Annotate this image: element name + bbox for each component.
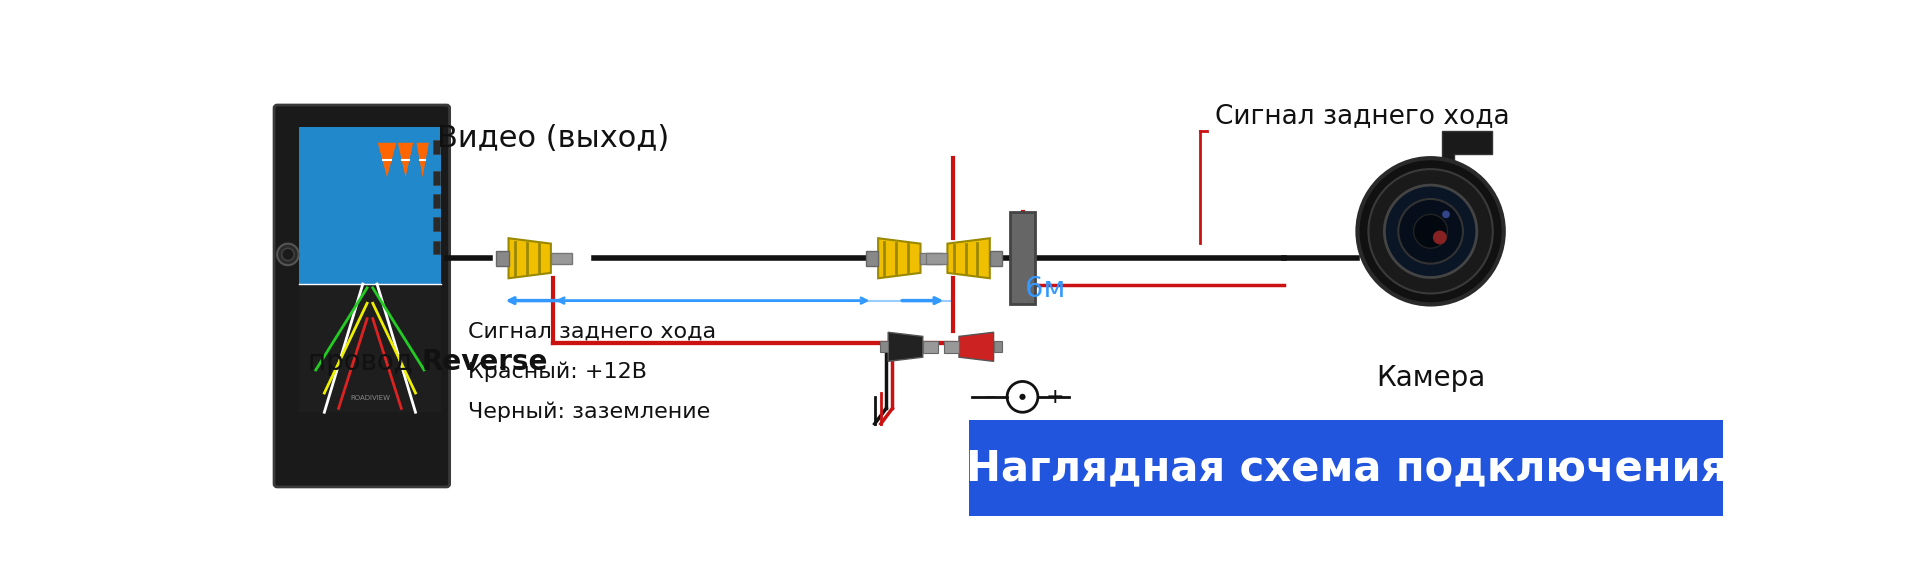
Circle shape xyxy=(1442,211,1450,218)
Text: Красный: +12В: Красный: +12В xyxy=(468,361,647,382)
Text: Сигнал заднего хода: Сигнал заднего хода xyxy=(468,321,716,342)
Bar xyxy=(991,251,1002,266)
Circle shape xyxy=(1398,199,1463,264)
Circle shape xyxy=(1369,169,1492,293)
Bar xyxy=(432,218,440,231)
Bar xyxy=(924,340,939,353)
Polygon shape xyxy=(947,238,991,278)
Polygon shape xyxy=(958,332,995,361)
Polygon shape xyxy=(417,143,428,177)
Circle shape xyxy=(1020,394,1025,400)
Bar xyxy=(495,251,509,266)
Text: 6м: 6м xyxy=(1025,275,1066,303)
Polygon shape xyxy=(397,143,413,177)
Bar xyxy=(432,241,440,255)
Bar xyxy=(866,251,877,266)
Bar xyxy=(920,253,943,264)
Bar xyxy=(432,171,440,185)
Circle shape xyxy=(276,244,300,265)
Text: Черный: заземление: Черный: заземление xyxy=(468,401,710,422)
Bar xyxy=(300,128,442,284)
Text: +: + xyxy=(1046,387,1064,407)
Text: Наглядная схема подключения: Наглядная схема подключения xyxy=(966,447,1726,489)
Polygon shape xyxy=(1442,131,1492,170)
Bar xyxy=(970,420,1722,516)
Polygon shape xyxy=(378,143,396,177)
Bar xyxy=(945,340,958,353)
Polygon shape xyxy=(889,332,924,361)
Bar xyxy=(925,253,947,264)
Circle shape xyxy=(1413,215,1448,248)
Text: ROADIVIEW: ROADIVIEW xyxy=(349,395,390,401)
Circle shape xyxy=(1432,230,1448,244)
Bar xyxy=(432,194,440,208)
Bar xyxy=(879,341,889,352)
Bar xyxy=(432,140,440,154)
Circle shape xyxy=(1357,158,1503,304)
Text: Сигнал заднего хода: Сигнал заднего хода xyxy=(1215,103,1509,129)
Circle shape xyxy=(282,248,294,260)
Text: Reverse: Reverse xyxy=(422,348,549,376)
Bar xyxy=(1010,212,1035,304)
Text: Видео (выход): Видео (выход) xyxy=(436,124,668,153)
Bar xyxy=(300,284,442,412)
Polygon shape xyxy=(877,238,920,278)
Text: –: – xyxy=(985,387,996,407)
Polygon shape xyxy=(509,238,551,278)
Text: провод: провод xyxy=(307,348,422,376)
Text: Камера: Камера xyxy=(1377,364,1486,392)
Circle shape xyxy=(1384,185,1476,277)
Bar xyxy=(551,253,572,264)
Bar xyxy=(995,341,1002,352)
FancyBboxPatch shape xyxy=(275,105,449,487)
